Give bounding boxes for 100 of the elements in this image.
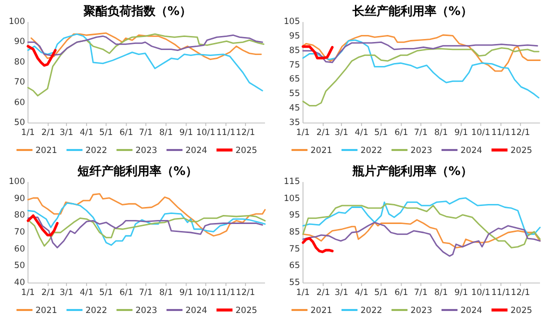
chart-title: 瓶片产能利用率（%） — [351, 164, 473, 178]
chart-title: 长丝产能利用率（%） — [351, 4, 473, 18]
legend-label: 2025 — [510, 146, 532, 156]
y-tick-label: 100 — [8, 17, 25, 27]
x-tick-label: 7/1 — [139, 128, 153, 138]
x-tick-label: 2/1 — [41, 288, 56, 298]
x-tick-label: 6/1 — [394, 288, 408, 298]
x-tick-label: 3/1 — [334, 288, 348, 298]
legend-label: 2024 — [460, 306, 482, 316]
x-tick-label: 9/1 — [454, 288, 468, 298]
line-series — [302, 203, 541, 248]
y-tick-label: 65 — [289, 261, 300, 272]
x-tick-label: 7/1 — [139, 288, 153, 298]
y-tick-label: 70 — [14, 78, 25, 88]
line-series — [302, 34, 541, 72]
x-tick-label: 11/1 — [216, 288, 236, 298]
legend-label: 2021 — [36, 146, 58, 156]
x-tick-label: 1/1 — [21, 288, 35, 298]
y-tick-label: 95 — [289, 210, 300, 221]
line-series — [302, 222, 541, 257]
y-tick-label: 50 — [14, 118, 25, 128]
y-tick-label: 100 — [8, 177, 25, 187]
x-tick-label: 5/1 — [374, 128, 388, 138]
y-tick-label: 60 — [14, 98, 25, 108]
y-tick-label: 50 — [14, 261, 25, 272]
x-tick-label: 11/1 — [491, 128, 510, 138]
y-tick-label: 35 — [289, 118, 300, 128]
x-tick-label: 1/1 — [21, 128, 35, 138]
x-tick-label: 11/1 — [216, 128, 236, 138]
x-tick-label: 10/1 — [196, 128, 216, 138]
legend-label: 2021 — [310, 306, 332, 316]
x-tick-label: 8/1 — [434, 128, 448, 138]
y-tick-label: 105 — [284, 194, 300, 204]
x-tick-label: 2/1 — [316, 128, 330, 138]
x-tick-label: 10/1 — [471, 288, 490, 298]
chart-title: 聚酯负荷指数（%） — [82, 4, 192, 18]
legend-label: 2022 — [86, 306, 108, 316]
x-tick-label: 7/1 — [414, 128, 428, 138]
x-tick-label: 3/1 — [60, 128, 74, 138]
y-tick-label: 55 — [289, 89, 300, 100]
line-series — [302, 219, 541, 248]
x-tick-label: 5/1 — [99, 288, 113, 298]
line-series — [27, 193, 266, 237]
y-tick-label: 75 — [289, 244, 300, 254]
line-series — [26, 214, 59, 236]
line-series — [27, 34, 264, 56]
legend-label: 2024 — [186, 146, 208, 156]
legend-label: 2025 — [510, 306, 532, 316]
line-series — [302, 42, 538, 64]
line-series — [27, 202, 266, 246]
y-tick-label: 85 — [289, 228, 300, 238]
x-tick-label: 12/1 — [510, 128, 530, 138]
x-tick-label: 2/1 — [41, 128, 56, 138]
y-tick-label: 70 — [14, 228, 25, 238]
y-tick-label: 105 — [284, 17, 300, 27]
x-tick-label: 8/1 — [434, 288, 448, 298]
y-tick-label: 80 — [14, 57, 25, 68]
y-tick-label: 75 — [289, 60, 300, 70]
x-tick-label: 8/1 — [159, 128, 173, 138]
y-tick-label: 85 — [289, 46, 300, 56]
y-tick-label: 90 — [14, 194, 25, 204]
x-tick-label: 3/1 — [334, 128, 348, 138]
x-tick-label: 4/1 — [80, 288, 94, 298]
x-tick-label: 1/1 — [296, 128, 310, 138]
x-tick-label: 12/1 — [236, 288, 256, 298]
line-series — [302, 197, 541, 235]
x-tick-label: 3/1 — [60, 288, 74, 298]
x-tick-label: 5/1 — [99, 128, 113, 138]
y-tick-label: 60 — [14, 244, 25, 254]
x-tick-label: 6/1 — [119, 128, 134, 138]
y-tick-label: 65 — [289, 74, 300, 85]
legend-label: 2023 — [410, 146, 432, 156]
line-series — [302, 47, 540, 106]
chart-title: 短纤产能利用率（%） — [76, 164, 198, 178]
y-tick-label: 55 — [289, 278, 300, 288]
y-tick-label: 80 — [14, 210, 25, 221]
x-tick-label: 8/1 — [159, 288, 173, 298]
x-tick-label: 10/1 — [196, 288, 216, 298]
legend-label: 2022 — [360, 146, 382, 156]
y-tick-label: 95 — [289, 31, 300, 42]
y-tick-label: 90 — [14, 37, 25, 48]
line-series — [30, 32, 262, 60]
x-tick-label: 4/1 — [354, 288, 368, 298]
line-series — [26, 44, 57, 67]
line-series — [302, 45, 334, 60]
y-tick-label: 45 — [289, 104, 300, 114]
x-tick-label: 6/1 — [119, 288, 134, 298]
legend-label: 2025 — [236, 146, 258, 156]
x-tick-label: 4/1 — [80, 128, 94, 138]
x-tick-label: 11/1 — [491, 288, 510, 298]
x-tick-label: 2/1 — [316, 288, 330, 298]
line-series — [302, 237, 334, 254]
legend-label: 2021 — [36, 306, 58, 316]
x-tick-label: 7/1 — [414, 288, 428, 298]
legend-label: 2024 — [186, 306, 208, 316]
legend-label: 2022 — [360, 306, 382, 316]
legend-label: 2023 — [136, 306, 158, 316]
x-tick-label: 9/1 — [454, 128, 468, 138]
x-tick-label: 4/1 — [354, 128, 368, 138]
x-tick-label: 10/1 — [471, 128, 490, 138]
